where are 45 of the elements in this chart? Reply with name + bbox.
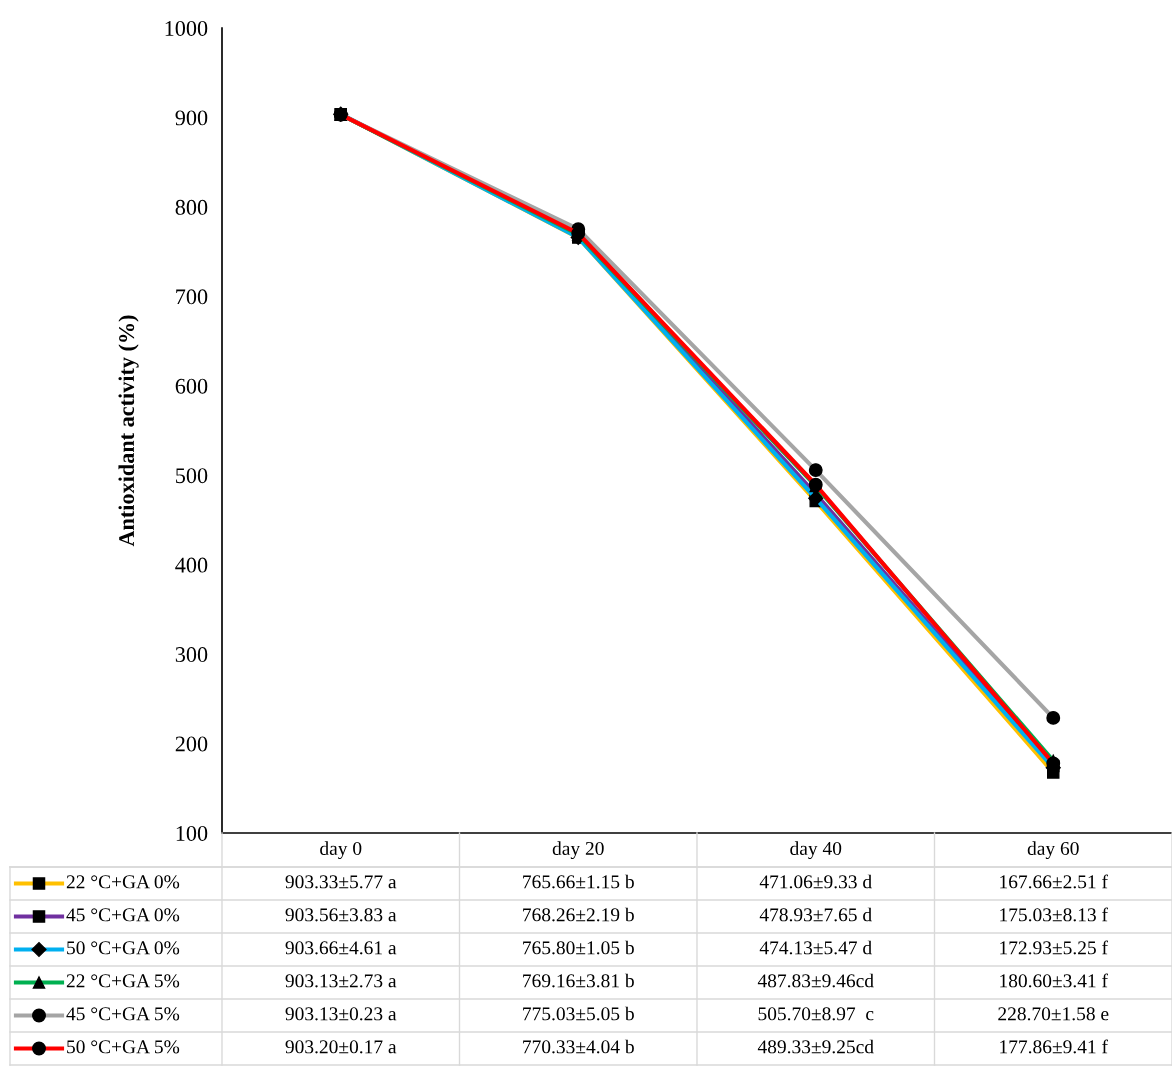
y-tick-label: 800 bbox=[175, 199, 208, 215]
data-label: 770.33±4.04 b bbox=[523, 1039, 634, 1054]
data-label: 167.66±2.51 f bbox=[1000, 874, 1108, 889]
data-label: 775.03±5.05 b bbox=[523, 1006, 634, 1021]
data-label: 489.33±9.25cd bbox=[757, 1039, 874, 1054]
data-label: 505.70±8.97 c bbox=[758, 1007, 874, 1021]
y-tick-label: 400 bbox=[175, 557, 208, 573]
data-label: 769.16±3.81 b bbox=[523, 973, 634, 988]
data-label: 474.13±5.47 d bbox=[759, 940, 872, 955]
y-tick-label: 100 bbox=[176, 825, 208, 841]
y-axis-title: Antioxidant activity (%) bbox=[118, 315, 139, 547]
data-label: 903.20±0.17 a bbox=[285, 1040, 397, 1054]
data-label: 478.93±7.65 d bbox=[759, 907, 872, 922]
data-label: 903.56±3.83 a bbox=[285, 908, 397, 922]
legend-label: 22 °C+GA 0% bbox=[66, 875, 180, 889]
legend-label: 50 °C+GA 0% bbox=[67, 941, 180, 955]
legend-label: 50 °C+GA 5% bbox=[67, 1040, 180, 1054]
y-tick-label: 700 bbox=[176, 289, 208, 305]
y-tick-label: 600 bbox=[175, 378, 208, 394]
x-tick-label: day 40 bbox=[790, 841, 842, 860]
x-tick-label: day 60 bbox=[1027, 841, 1079, 860]
legend-label: 45 °C+GA 0% bbox=[66, 908, 180, 922]
data-label: 175.03±8.13 f bbox=[1000, 907, 1108, 922]
y-tick-label: 300 bbox=[175, 647, 208, 663]
data-label: 903.13±2.73 a bbox=[285, 974, 397, 988]
data-label: 765.80±1.05 b bbox=[523, 940, 634, 955]
x-tick-label: day 0 bbox=[320, 841, 362, 860]
data-label: 172.93±5.25 f bbox=[1000, 940, 1108, 955]
data-label: 228.70±1.58 e bbox=[998, 1007, 1109, 1021]
data-label: 903.66±4.61 a bbox=[285, 941, 397, 955]
legend-label: 22 °C+GA 5% bbox=[66, 974, 180, 988]
y-tick-label: 500 bbox=[176, 468, 208, 484]
data-label: 768.26±2.19 b bbox=[523, 907, 634, 922]
data-label: 177.86±9.41 f bbox=[1000, 1039, 1108, 1054]
y-tick-label: 1000 bbox=[165, 20, 208, 36]
y-tick-label: 200 bbox=[175, 736, 208, 752]
y-tick-label: 900 bbox=[175, 110, 208, 126]
data-label: 180.60±3.41 f bbox=[1000, 973, 1108, 988]
data-label: 487.83±9.46cd bbox=[757, 973, 874, 988]
x-tick-label: day 20 bbox=[552, 841, 604, 860]
data-label: 903.13±0.23 a bbox=[285, 1007, 397, 1021]
data-label: 903.33±5.77 a bbox=[285, 875, 397, 889]
data-label: 765.66±1.15 b bbox=[523, 874, 634, 889]
data-label: 471.06±9.33 d bbox=[759, 874, 872, 889]
legend-label: 45 °C+GA 5% bbox=[66, 1007, 180, 1021]
